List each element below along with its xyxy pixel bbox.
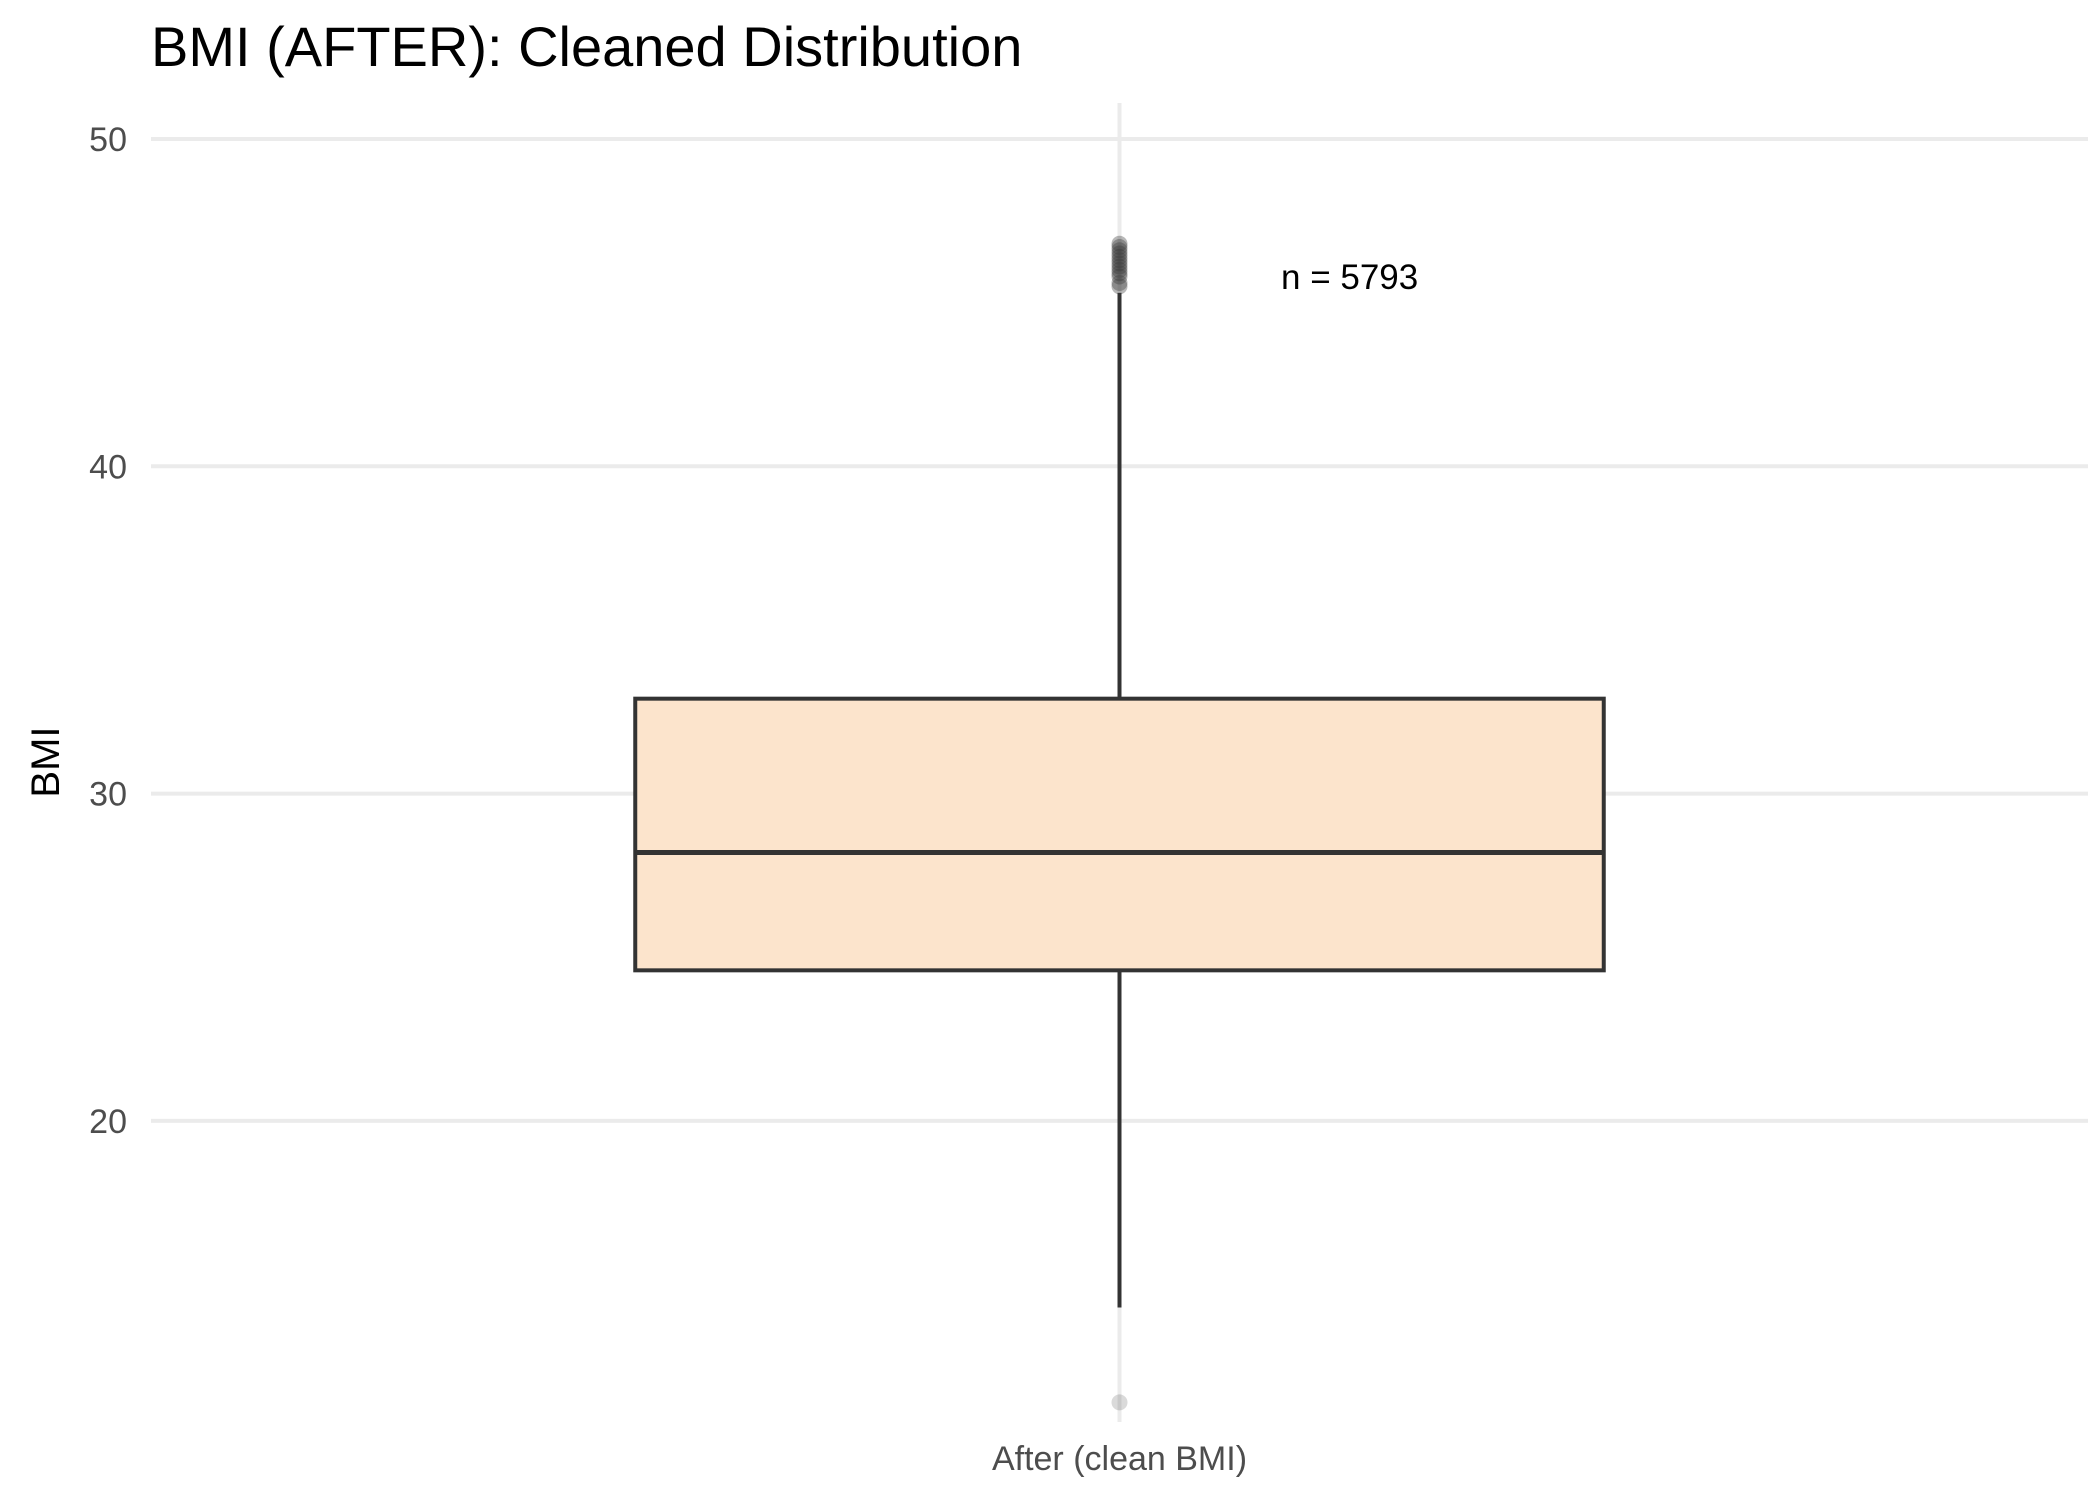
y-tick-label-50: 50	[89, 121, 127, 159]
box-group	[633, 235, 1606, 1411]
y-axis-ticks: 20 30 40 50	[89, 121, 127, 1141]
outlier-point	[1111, 258, 1128, 275]
outlier-point	[1111, 252, 1128, 269]
y-tick-label-20: 20	[89, 1103, 127, 1141]
outlier-point	[1111, 255, 1128, 272]
outlier-point	[1111, 242, 1128, 259]
outlier-point	[1111, 248, 1128, 265]
x-tick-label: After (clean BMI)	[992, 1440, 1247, 1478]
outlier-point	[1111, 245, 1128, 262]
outlier-point	[1111, 239, 1128, 256]
outlier-point	[1111, 261, 1128, 278]
outlier-point	[1111, 275, 1128, 292]
outlier-point	[1111, 278, 1128, 295]
outlier-point	[1111, 268, 1128, 285]
outlier-point	[1111, 1394, 1128, 1411]
y-tick-label-30: 30	[89, 776, 127, 814]
outlier-point	[1111, 265, 1128, 282]
chart-title: BMI (AFTER): Cleaned Distribution	[151, 15, 1022, 78]
y-axis-label: BMI	[24, 726, 68, 797]
box-iqr	[633, 696, 1606, 973]
outlier-point	[1111, 235, 1128, 252]
sample-size-annotation: n = 5793	[1281, 258, 1418, 297]
y-tick-label-40: 40	[89, 448, 127, 486]
x-axis-ticks: After (clean BMI)	[992, 1440, 1247, 1478]
